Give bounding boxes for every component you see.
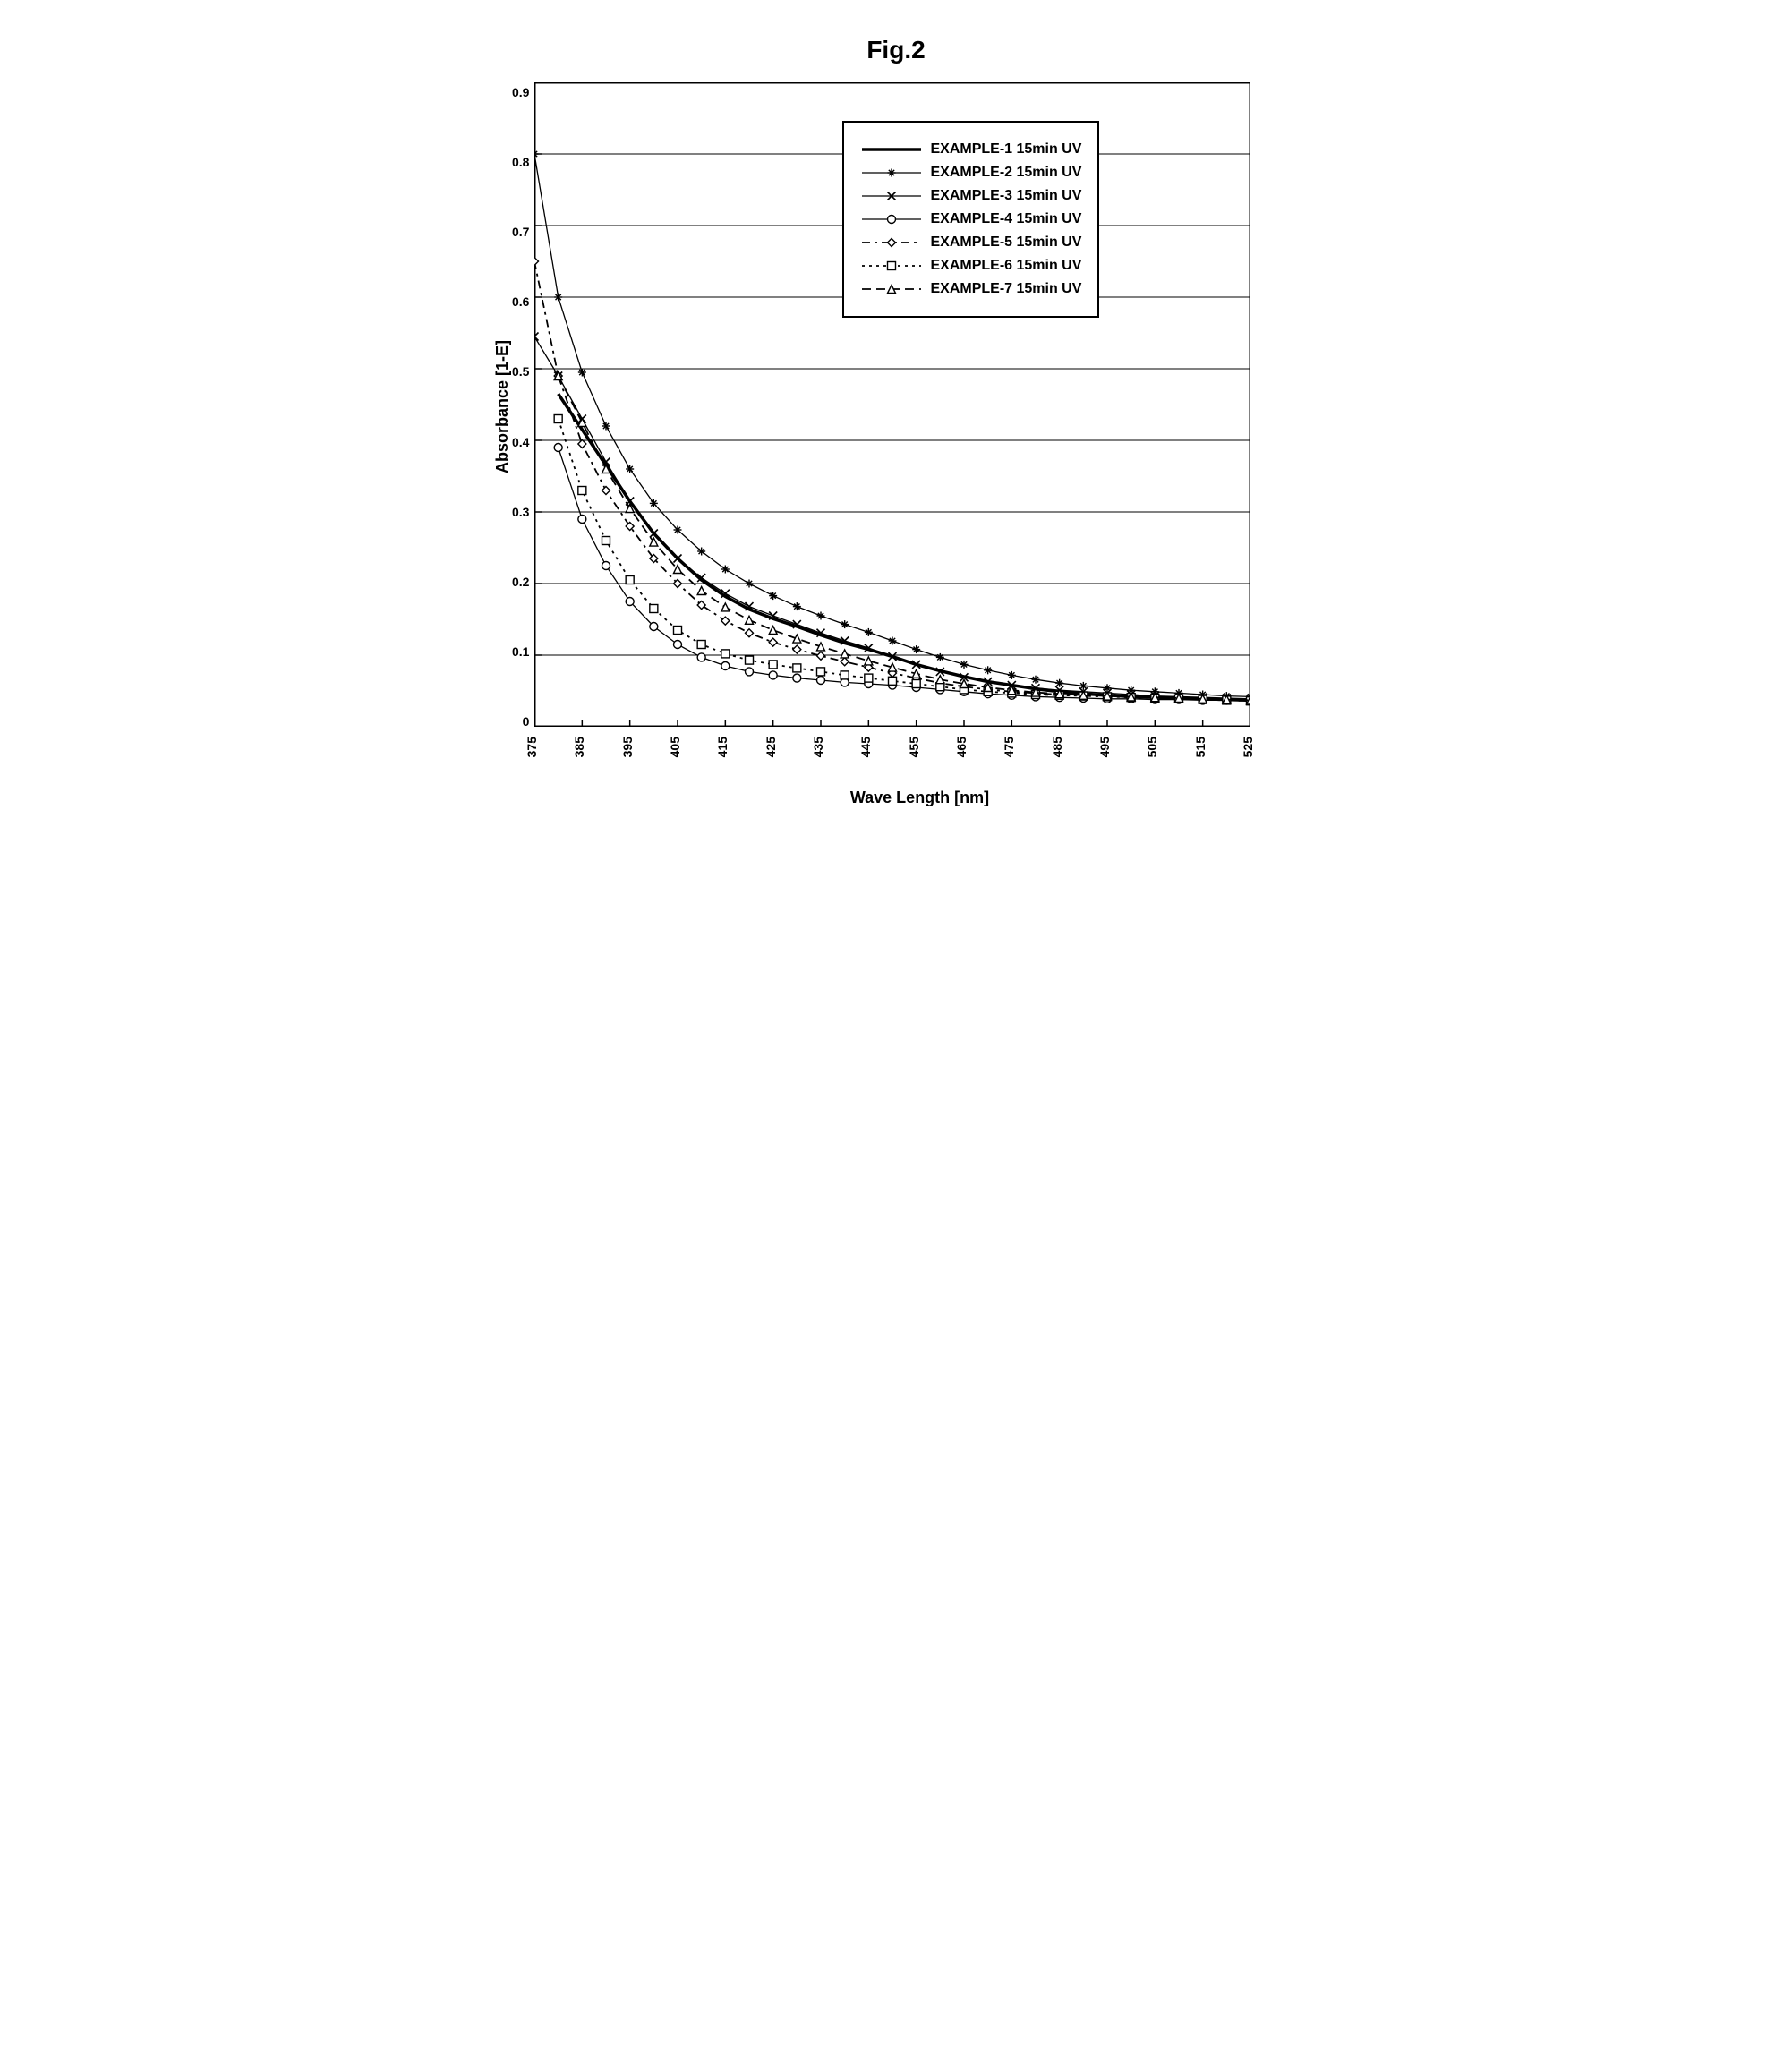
legend-item: EXAMPLE-7 15min UV xyxy=(860,280,1081,298)
x-tick-label: 435 xyxy=(811,737,825,757)
x-tick-label: 475 xyxy=(1002,737,1016,757)
y-tick-label: 0.1 xyxy=(512,644,529,659)
legend-swatch xyxy=(860,141,923,158)
x-tick-label: 465 xyxy=(954,737,969,757)
legend-item: EXAMPLE-5 15min UV xyxy=(860,234,1081,251)
y-tick-labels: 0.9 0.8 0.7 0.6 0.5 0.4 0.3 0.2 0.1 0 xyxy=(512,85,534,729)
x-tick-label: 425 xyxy=(764,737,778,757)
legend-item: EXAMPLE-2 15min UV xyxy=(860,164,1081,182)
x-tick-labels: 3753853954054154254354454554654754854955… xyxy=(532,737,1248,778)
figure-title: Fig.2 xyxy=(484,36,1308,64)
y-axis-label: Absorbance [1-E] xyxy=(484,340,512,473)
legend-label: EXAMPLE-4 15min UV xyxy=(930,211,1081,227)
legend-swatch xyxy=(860,280,923,298)
x-tick-label: 455 xyxy=(907,737,921,757)
x-tick-label: 445 xyxy=(858,737,873,757)
legend-label: EXAMPLE-6 15min UV xyxy=(930,258,1081,274)
x-axis-label: Wave Length [nm] xyxy=(532,789,1308,807)
legend-label: EXAMPLE-5 15min UV xyxy=(930,234,1081,251)
legend-swatch xyxy=(860,234,923,251)
y-tick-label: 0.9 xyxy=(512,85,529,99)
figure: Fig.2 Absorbance [1-E] 0.90.80.70.60.50.… xyxy=(484,36,1308,807)
x-tick-label: 395 xyxy=(620,737,635,757)
legend-item: EXAMPLE-3 15min UV xyxy=(860,187,1081,205)
x-tick-label: 525 xyxy=(1241,737,1255,757)
legend: EXAMPLE-1 15min UV EXAMPLE-2 15min UV EXAM… xyxy=(842,121,1099,318)
legend-swatch xyxy=(860,164,923,182)
y-tick-label: 0.3 xyxy=(512,505,529,519)
legend-swatch xyxy=(860,187,923,205)
legend-label: EXAMPLE-7 15min UV xyxy=(930,281,1081,297)
legend-item: EXAMPLE-1 15min UV xyxy=(860,141,1081,158)
y-tick-label: 0 xyxy=(523,714,530,729)
legend-label: EXAMPLE-1 15min UV xyxy=(930,141,1081,158)
legend-label: EXAMPLE-3 15min UV xyxy=(930,188,1081,204)
plot-area: EXAMPLE-1 15min UV EXAMPLE-2 15min UV EXAM… xyxy=(534,82,1250,731)
x-tick-label: 515 xyxy=(1193,737,1207,757)
legend-swatch xyxy=(860,257,923,275)
x-tick-label: 375 xyxy=(525,737,539,757)
x-tick-label: 415 xyxy=(715,737,730,757)
y-tick-label: 0.2 xyxy=(512,575,529,589)
legend-item: EXAMPLE-4 15min UV xyxy=(860,210,1081,228)
y-tick-label: 0.4 xyxy=(512,435,529,449)
x-tick-label: 385 xyxy=(572,737,586,757)
legend-label: EXAMPLE-2 15min UV xyxy=(930,165,1081,181)
legend-swatch xyxy=(860,210,923,228)
x-tick-label: 495 xyxy=(1097,737,1112,757)
legend-item: EXAMPLE-6 15min UV xyxy=(860,257,1081,275)
y-tick-label: 0.5 xyxy=(512,364,529,379)
x-tick-label: 405 xyxy=(668,737,682,757)
y-tick-label: 0.7 xyxy=(512,225,529,239)
x-tick-label: 505 xyxy=(1145,737,1159,757)
x-tick-label: 485 xyxy=(1050,737,1064,757)
y-tick-label: 0.8 xyxy=(512,155,529,169)
y-tick-label: 0.6 xyxy=(512,294,529,309)
